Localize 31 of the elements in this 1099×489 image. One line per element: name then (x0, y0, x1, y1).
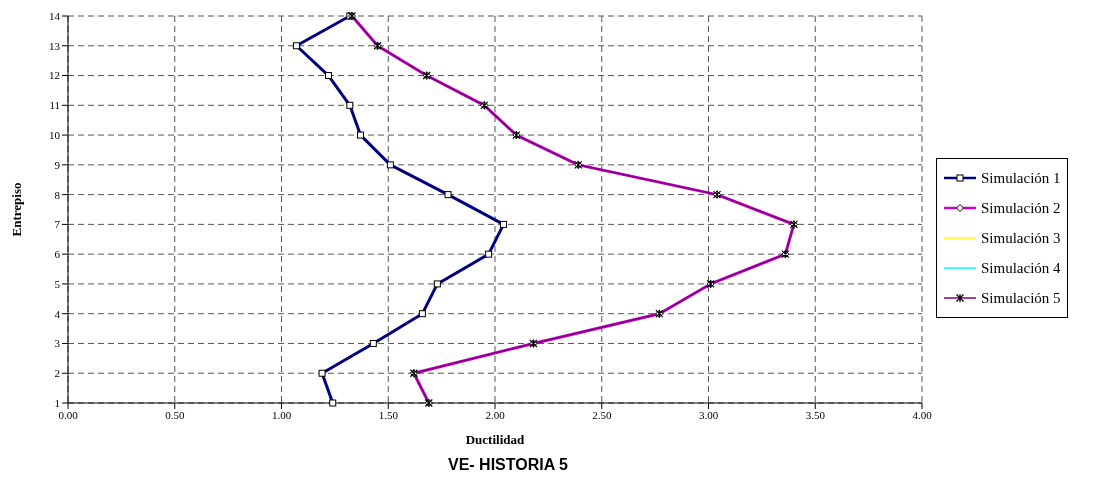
x-tick-label: 1.50 (378, 408, 399, 421)
legend-label: Simulación 3 (981, 229, 1061, 247)
legend-label: Simulación 4 (981, 259, 1061, 277)
x-tick-label: 3.00 (698, 408, 719, 421)
y-tick-label: 4 (54, 307, 61, 320)
y-tick-label: 2 (54, 367, 60, 380)
legend-label: Simulación 5 (981, 289, 1061, 307)
y-tick-label: 9 (54, 158, 61, 171)
y-tick-label: 6 (54, 248, 61, 261)
legend-label: Simulación 2 (981, 199, 1061, 217)
y-tick-label: 11 (49, 99, 60, 112)
x-axis-title: Ductilidad (465, 432, 526, 447)
x-tick-label: 3.50 (805, 408, 826, 421)
y-tick-label: 1 (54, 396, 60, 409)
y-tick-label: 14 (49, 9, 61, 22)
x-tick-label: 0.50 (165, 408, 185, 421)
y-tick-label: 13 (49, 39, 61, 52)
x-tick-label: 0.00 (58, 408, 79, 421)
y-tick-label: 8 (54, 188, 61, 201)
x-tick-label: 2.50 (592, 408, 612, 421)
text: VE- HISTORIA 5 (447, 456, 569, 474)
x-tick-label: 2.00 (485, 408, 506, 421)
x-tick-label: 4.00 (912, 408, 933, 421)
legend-label: Simulación 1 (981, 169, 1061, 187)
y-tick-label: 3 (54, 337, 61, 350)
y-axis-title: Entrepiso (8, 182, 24, 237)
y-tick-label: 12 (49, 69, 60, 82)
y-tick-label: 7 (54, 218, 61, 231)
y-tick-label: 10 (49, 128, 61, 141)
x-tick-label: 1.00 (271, 408, 292, 421)
y-tick-label: 5 (54, 277, 61, 290)
